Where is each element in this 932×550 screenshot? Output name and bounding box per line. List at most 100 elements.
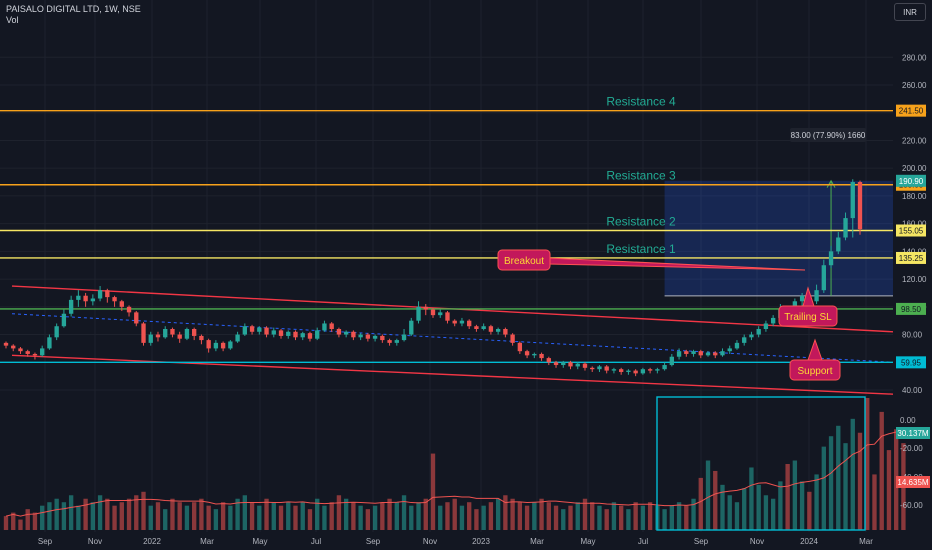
volume-bar	[220, 502, 226, 530]
volume-bar	[532, 502, 537, 530]
symbol-line: PAISALO DIGITAL LTD, 1W, NSE	[6, 4, 141, 14]
candle-body	[228, 341, 233, 349]
currency-button[interactable]: INR	[894, 3, 926, 21]
volume-bar	[322, 505, 327, 530]
candle-body	[300, 333, 305, 338]
channel-lower-line	[11, 354, 894, 395]
volume-bar	[249, 502, 255, 530]
volume-bar	[756, 484, 761, 530]
volume-bar	[163, 509, 168, 530]
support-callout-label: Support	[797, 366, 832, 377]
candle-body	[705, 352, 711, 356]
candle-body	[633, 370, 638, 374]
candle-body	[669, 356, 675, 366]
level-tag-bg	[896, 251, 926, 264]
candle-body	[18, 348, 23, 352]
candle-body	[532, 353, 537, 356]
candle-body	[271, 330, 276, 335]
volume-bar	[423, 498, 428, 530]
volume-bar	[68, 495, 74, 530]
candle-body	[510, 334, 515, 343]
volume-bar	[640, 505, 646, 530]
volume-bar	[879, 411, 884, 530]
breakout-callout-box	[497, 249, 551, 271]
level-label: Resistance 3	[606, 169, 676, 183]
candle-body	[843, 218, 848, 238]
x-tick-label: 2023	[472, 537, 490, 546]
volume-bar	[669, 505, 675, 530]
candle-body	[387, 340, 392, 343]
volume-bar	[445, 502, 450, 530]
volume-bar	[850, 418, 855, 530]
candle-body	[742, 337, 747, 343]
volume-bar	[459, 505, 465, 530]
candle-body	[372, 335, 378, 339]
volume-bar	[235, 498, 240, 530]
candle-body	[561, 362, 566, 366]
candle-body	[148, 334, 153, 343]
candle-body	[575, 363, 580, 367]
candle-body	[481, 326, 486, 329]
volume-bar	[409, 505, 414, 530]
candle-body	[821, 265, 826, 291]
candle-body	[307, 333, 313, 339]
volume-tick-label: -20.00	[900, 444, 923, 453]
volume-bar	[467, 502, 472, 530]
candle-body	[90, 298, 96, 302]
volume-bar	[416, 502, 421, 530]
volume-bar	[242, 495, 248, 530]
candle-body	[720, 351, 725, 356]
volume-bar	[25, 509, 30, 530]
volume-bar	[105, 498, 110, 530]
volume-bar	[503, 495, 508, 530]
candle-body	[170, 329, 175, 335]
candle-body	[177, 334, 182, 339]
y-tick-label: 120.00	[902, 275, 927, 284]
volume-bar	[271, 502, 276, 530]
volume-bar	[452, 498, 457, 530]
volume-bar	[184, 505, 190, 530]
last-price-tag: 190.90	[899, 177, 924, 186]
candle-body	[713, 352, 718, 356]
candle-body	[3, 342, 9, 346]
volume-bar	[430, 453, 436, 530]
candle-body	[380, 335, 385, 341]
candle-body	[126, 306, 132, 313]
candle-body	[655, 369, 660, 371]
x-tick-label: May	[252, 537, 267, 546]
volume-bar	[76, 505, 81, 530]
candle-body	[626, 370, 631, 372]
volume-bar	[206, 505, 211, 530]
candle-body	[163, 329, 168, 338]
candle-body	[278, 330, 284, 336]
volume-bar	[676, 502, 682, 530]
candle-body	[409, 320, 414, 335]
candle-body	[134, 312, 139, 324]
volume-bar	[872, 474, 877, 530]
volume-bar	[792, 460, 798, 530]
candle-body	[647, 369, 653, 371]
volume-label: Vol	[6, 15, 19, 25]
candle-body	[184, 329, 190, 339]
x-tick-label: Mar	[530, 537, 544, 546]
volume-bar	[821, 446, 826, 530]
candle-body	[40, 348, 45, 356]
volume-bar	[11, 512, 16, 530]
volume-bar	[329, 502, 334, 530]
volume-bar	[770, 498, 776, 530]
candle-body	[76, 295, 81, 300]
candle-body	[97, 290, 103, 299]
level-tag-bg	[896, 302, 926, 315]
level-label: Resistance 2	[606, 214, 676, 228]
y-tick-label: 140.00	[902, 247, 927, 256]
y-tick-label: 40.00	[902, 386, 923, 395]
trailing-sl-callout-box	[778, 305, 838, 327]
candle-body	[597, 366, 602, 370]
volume-bar	[32, 512, 38, 530]
candle-body	[199, 335, 204, 341]
volume-bar	[358, 505, 363, 530]
candle-body	[206, 340, 211, 349]
volume-bar	[618, 505, 624, 530]
x-tick-label: Mar	[859, 537, 873, 546]
